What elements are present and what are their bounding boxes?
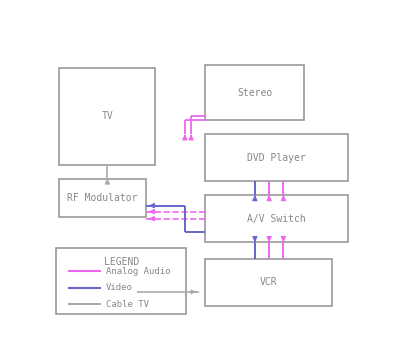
Text: A/V Switch: A/V Switch	[247, 214, 306, 224]
Text: RF Modulator: RF Modulator	[68, 193, 138, 203]
Text: Stereo: Stereo	[237, 88, 272, 98]
Text: Cable TV: Cable TV	[106, 300, 149, 309]
Text: Analog Audio: Analog Audio	[106, 267, 170, 276]
Bar	[205, 134, 348, 181]
Text: TV: TV	[102, 111, 113, 121]
Text: DVD Player: DVD Player	[247, 153, 306, 163]
Text: Video: Video	[106, 283, 133, 292]
Bar	[56, 248, 186, 314]
Bar	[59, 68, 155, 165]
Bar	[205, 259, 332, 306]
Text: VCR: VCR	[260, 277, 277, 287]
Bar	[59, 178, 146, 217]
Bar	[205, 65, 304, 121]
Text: LEGEND: LEGEND	[104, 257, 139, 267]
Bar	[205, 195, 348, 242]
